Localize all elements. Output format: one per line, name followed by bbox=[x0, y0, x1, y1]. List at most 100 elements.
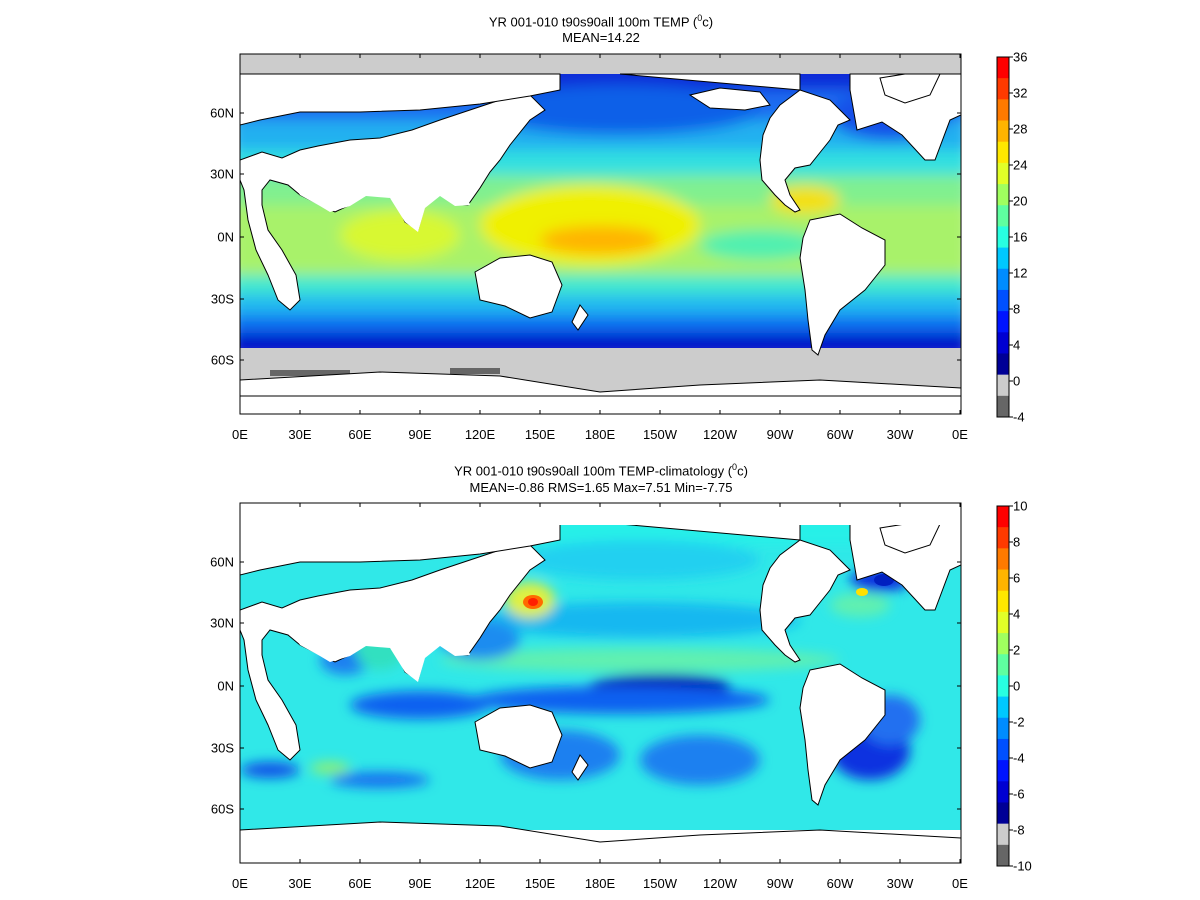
top-lon-label: 60E bbox=[348, 427, 372, 442]
top-colorbar-label: 8 bbox=[1013, 301, 1021, 317]
top-map-stats: MEAN=14.22 bbox=[562, 30, 640, 45]
bottom-lon-label: 150E bbox=[524, 876, 556, 891]
top-lon-label: 120W bbox=[703, 427, 737, 442]
bottom-lon-label: 60E bbox=[348, 876, 372, 891]
bottom-colorbar-label: -4 bbox=[1013, 750, 1025, 766]
top-lon-label: 120E bbox=[464, 427, 496, 442]
bottom-colorbar-label: 0 bbox=[1013, 678, 1021, 694]
bottom-colorbar-label: -2 bbox=[1013, 714, 1025, 730]
bottom-colorbar-swatch bbox=[997, 548, 1009, 571]
top-lon-label: 150W bbox=[643, 427, 677, 442]
bottom-lat-label: 60S bbox=[210, 801, 234, 817]
bottom-map bbox=[239, 502, 962, 864]
bottom-colorbar-swatch bbox=[997, 590, 1009, 613]
top-map-title-unit: c) bbox=[702, 14, 714, 30]
top-colorbar-swatch bbox=[997, 162, 1009, 185]
bottom-colorbar-label: -6 bbox=[1013, 786, 1025, 802]
bottom-lon-label: 90W bbox=[766, 876, 794, 891]
top-lon-label: 180E bbox=[584, 427, 616, 442]
bottom-colorbar-swatch bbox=[997, 675, 1009, 698]
top-map-title-text: YR 001-010 t90s90all 100m TEMP ( bbox=[488, 14, 698, 30]
bottom-colorbar-swatch bbox=[997, 696, 1009, 719]
top-lat-label: 30N bbox=[210, 166, 234, 182]
top-colorbar-label: 20 bbox=[1013, 193, 1028, 209]
top-colorbar-swatch bbox=[997, 141, 1009, 164]
top-lat-label: 60S bbox=[210, 352, 234, 368]
bottom-lat-label: 60N bbox=[210, 554, 234, 570]
top-lon-label: 60W bbox=[826, 427, 854, 442]
bottom-map-title: YR 001-010 t90s90all 100m TEMP-climatolo… bbox=[240, 459, 962, 479]
top-lon-label: 0E bbox=[952, 427, 968, 442]
bottom-colorbar-label: 8 bbox=[1013, 534, 1021, 550]
top-lat-label: 60N bbox=[210, 105, 234, 121]
bottom-colorbar-swatch bbox=[997, 738, 1009, 761]
top-lat-label: 0N bbox=[217, 229, 234, 245]
top-lat-label: 30S bbox=[210, 291, 234, 307]
top-colorbar-swatch bbox=[997, 311, 1009, 333]
top-lon-label: 90W bbox=[766, 427, 794, 442]
bottom-colorbar-swatch bbox=[997, 506, 1009, 528]
bottom-map-title-unit: c) bbox=[737, 463, 748, 479]
top-colorbar-label: 16 bbox=[1013, 229, 1028, 245]
top-lon-label: 90E bbox=[408, 427, 432, 442]
top-colorbar-swatch bbox=[997, 99, 1009, 122]
top-colorbar-label: 28 bbox=[1013, 121, 1028, 137]
top-land bbox=[240, 73, 961, 397]
bottom-colorbar-swatch bbox=[997, 844, 1009, 867]
bottom-lat-label: 0N bbox=[217, 678, 234, 694]
top-colorbar-label: -4 bbox=[1013, 409, 1025, 425]
bottom-lat-label: 30S bbox=[210, 740, 234, 756]
top-map-title: YR 001-010 t90s90all 100m TEMP (0c) bbox=[240, 10, 962, 30]
bottom-colorbar-label: 6 bbox=[1013, 570, 1021, 586]
top-colorbar-swatch bbox=[997, 353, 1009, 376]
top-lon-label: 150E bbox=[524, 427, 556, 442]
top-map bbox=[239, 53, 962, 415]
bottom-map-stats: MEAN=-0.86 RMS=1.65 Max=7.51 Min=-7.75 bbox=[469, 480, 733, 495]
bottom-lon-label: 30W bbox=[886, 876, 914, 891]
top-colorbar-swatch bbox=[997, 120, 1009, 143]
top-colorbar-swatch bbox=[997, 184, 1009, 206]
top-colorbar-swatch bbox=[997, 268, 1009, 291]
bottom-colorbar-swatch bbox=[997, 781, 1009, 803]
bottom-map-title-text: YR 001-010 t90s90all 100m TEMP-climatolo… bbox=[454, 463, 733, 479]
bottom-lon-label: 30E bbox=[288, 876, 312, 891]
bottom-map-tick-marks bbox=[239, 503, 961, 863]
bottom-colorbar-swatch bbox=[997, 823, 1009, 846]
top-colorbar-swatch bbox=[997, 332, 1009, 354]
top-colorbar-swatch bbox=[997, 247, 1009, 270]
top-colorbar-label: 36 bbox=[1013, 49, 1028, 65]
bottom-colorbar-swatch bbox=[997, 633, 1009, 655]
bottom-colorbar-label: 4 bbox=[1013, 606, 1021, 622]
top-map-title-degree: 0 bbox=[697, 13, 703, 23]
top-colorbar-label: 24 bbox=[1013, 157, 1028, 173]
top-colorbar-swatch bbox=[997, 205, 1009, 227]
bottom-lon-label: 120E bbox=[464, 876, 496, 891]
bottom-colorbar-swatch bbox=[997, 717, 1009, 740]
bottom-lon-label: 120W bbox=[703, 876, 737, 891]
top-colorbar-label: 0 bbox=[1013, 373, 1021, 389]
top-colorbar-swatch bbox=[997, 289, 1009, 312]
bottom-map-title-degree: 0 bbox=[732, 462, 738, 472]
top-colorbar-swatch bbox=[997, 374, 1009, 397]
bottom-land bbox=[240, 523, 961, 863]
top-colorbar-swatch bbox=[997, 78, 1009, 100]
bottom-colorbar bbox=[996, 505, 1013, 867]
bottom-lon-label: 150W bbox=[643, 876, 677, 891]
top-colorbar-label: 4 bbox=[1013, 337, 1021, 353]
bottom-colorbar-swatch bbox=[997, 654, 1009, 676]
top-lon-label: 30E bbox=[288, 427, 312, 442]
bottom-lat-label: 30N bbox=[210, 615, 234, 631]
bottom-colorbar-label: -10 bbox=[1013, 858, 1032, 874]
bottom-colorbar-swatch bbox=[997, 611, 1009, 634]
top-colorbar-label: 12 bbox=[1013, 265, 1028, 281]
top-map-tick-marks bbox=[239, 54, 961, 414]
bottom-colorbar-swatch bbox=[997, 760, 1009, 782]
top-colorbar-label: 32 bbox=[1013, 85, 1028, 101]
top-lon-label: 0E bbox=[232, 427, 248, 442]
bottom-lon-label: 180E bbox=[584, 876, 616, 891]
bottom-colorbar-label: 10 bbox=[1013, 498, 1028, 514]
bottom-colorbar-swatch bbox=[997, 802, 1009, 825]
bottom-lon-label: 60W bbox=[826, 876, 854, 891]
bottom-colorbar-swatch bbox=[997, 527, 1009, 549]
